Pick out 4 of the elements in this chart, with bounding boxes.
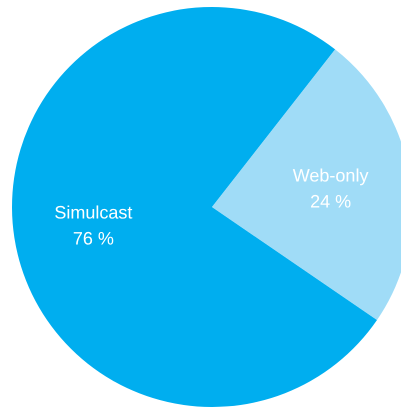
data-label: 24 %	[310, 192, 352, 212]
slice-label: Simulcast	[54, 202, 132, 222]
slice-label: Web-only	[292, 166, 368, 186]
data-label: 76 %	[72, 228, 114, 248]
